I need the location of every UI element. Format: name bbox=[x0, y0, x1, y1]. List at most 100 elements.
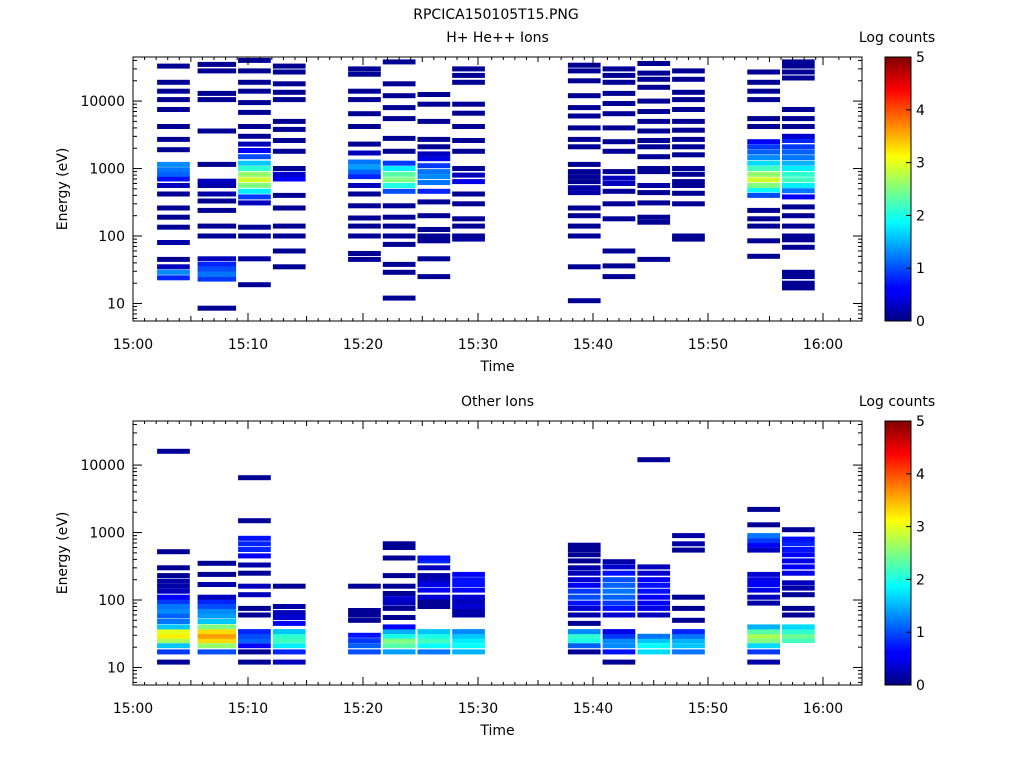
heatmap-cell bbox=[782, 223, 815, 229]
heatmap-cell bbox=[672, 617, 705, 623]
heatmap-cell bbox=[452, 587, 485, 593]
heatmap-cell bbox=[452, 138, 485, 143]
heatmap-cell bbox=[782, 580, 815, 586]
heatmap-cell bbox=[348, 643, 381, 649]
heatmap-cell bbox=[672, 179, 705, 185]
heatmap-cell bbox=[782, 536, 815, 542]
heatmap-cell bbox=[417, 144, 451, 150]
heatmap-cell bbox=[417, 638, 451, 644]
heatmap-cell bbox=[238, 183, 271, 188]
heatmap-cell bbox=[417, 565, 451, 571]
x-tick-label: 15:40 bbox=[573, 337, 613, 353]
heatmap-cell bbox=[747, 522, 780, 528]
heatmap-cell bbox=[157, 565, 190, 571]
heatmap-cell bbox=[602, 564, 636, 570]
heatmap-cell bbox=[238, 583, 271, 589]
heatmap-cell bbox=[747, 192, 780, 198]
heatmap-cell bbox=[747, 97, 780, 103]
heatmap-cell bbox=[197, 233, 237, 239]
heatmap-cell bbox=[637, 649, 671, 655]
heatmap-cell bbox=[672, 541, 705, 547]
heatmap-cell bbox=[567, 179, 601, 185]
colorbar-label: Log counts bbox=[859, 394, 935, 410]
heatmap-cell bbox=[157, 240, 190, 245]
heatmap-cell bbox=[602, 643, 636, 649]
heatmap-cell bbox=[567, 565, 601, 571]
heatmap-cell bbox=[452, 236, 485, 242]
heatmap-cell bbox=[197, 266, 237, 272]
heatmap-cell bbox=[238, 224, 271, 230]
heatmap-cell bbox=[382, 583, 416, 589]
heatmap-cell bbox=[417, 274, 451, 280]
heatmap-cell bbox=[157, 79, 190, 85]
heatmap-cell bbox=[747, 155, 780, 161]
y-tick-label: 1000 bbox=[89, 526, 125, 542]
heatmap-cell bbox=[782, 116, 815, 122]
heatmap-cell bbox=[567, 558, 601, 564]
heatmap-cell bbox=[272, 176, 306, 182]
heatmap-cell bbox=[382, 81, 416, 87]
heatmap-cell bbox=[672, 638, 705, 644]
colorbar-tick-label: 5 bbox=[916, 414, 925, 430]
figure-title: RPCICA150105T15.PNG bbox=[413, 7, 578, 23]
heatmap-cell bbox=[417, 163, 451, 169]
heatmap-cell bbox=[417, 92, 451, 97]
y-tick-label: 10000 bbox=[80, 458, 125, 474]
heatmap-cell bbox=[747, 649, 780, 655]
heatmap-cell bbox=[272, 610, 306, 616]
heatmap-cell bbox=[637, 256, 671, 262]
heatmap-cell bbox=[197, 271, 237, 277]
heatmap-cell bbox=[452, 101, 485, 107]
heatmap-cell bbox=[602, 594, 636, 600]
colorbar-tick-label: 2 bbox=[916, 572, 925, 588]
heatmap-cell bbox=[747, 542, 780, 548]
heatmap-cell bbox=[452, 612, 485, 618]
heatmap-cell bbox=[197, 608, 237, 614]
heatmap-cell bbox=[238, 256, 271, 262]
heatmap-cell bbox=[238, 177, 271, 183]
heatmap-cell bbox=[157, 549, 190, 555]
heatmap-cell bbox=[782, 285, 815, 291]
heatmap-cell bbox=[197, 61, 237, 67]
heatmap-cell bbox=[197, 560, 237, 566]
heatmap-cell bbox=[747, 238, 780, 244]
colorbar-tick-label: 0 bbox=[916, 314, 925, 330]
heatmap-cell bbox=[747, 116, 780, 122]
heatmap-cell bbox=[637, 118, 671, 124]
heatmap-cell bbox=[348, 111, 381, 117]
heatmap-cell bbox=[157, 619, 190, 624]
heatmap-cell bbox=[197, 594, 237, 600]
heatmap-cell bbox=[417, 213, 451, 219]
heatmap-cell bbox=[782, 233, 815, 239]
heatmap-cell bbox=[417, 599, 451, 604]
panel-other-ions: Other Ions Time Energy (eV) 15:00 15:10 15:20… bbox=[55, 394, 935, 739]
heatmap-cell bbox=[782, 552, 815, 558]
heatmap-cell bbox=[782, 244, 815, 250]
heatmap-cell bbox=[782, 237, 815, 243]
heatmap-cell bbox=[602, 559, 636, 565]
heatmap-cell bbox=[348, 150, 381, 156]
heatmap-cell bbox=[567, 136, 601, 142]
heatmap-cell bbox=[157, 633, 190, 639]
heatmap-cell bbox=[272, 223, 306, 229]
heatmap-cell bbox=[637, 219, 671, 225]
x-axis-label: Time bbox=[479, 723, 514, 739]
heatmap-cell bbox=[382, 600, 416, 606]
heatmap-cell bbox=[382, 183, 416, 188]
heatmap-cell bbox=[637, 84, 671, 90]
heatmap-cell bbox=[637, 128, 671, 134]
heatmap-cell bbox=[197, 276, 237, 282]
heatmap-cell bbox=[348, 223, 381, 229]
heatmap-cell bbox=[197, 183, 237, 188]
heatmap-cell bbox=[782, 269, 815, 275]
heatmap-cell bbox=[782, 541, 815, 547]
panel-title: Other Ions bbox=[461, 394, 534, 410]
heatmap-cell bbox=[417, 256, 451, 262]
heatmap-cell bbox=[417, 169, 451, 175]
heatmap-cell bbox=[348, 617, 381, 623]
heatmap-cell bbox=[602, 263, 636, 269]
heatmap-cell bbox=[567, 113, 601, 119]
heatmap-cell bbox=[272, 97, 306, 103]
x-tick-label: 16:00 bbox=[803, 701, 843, 717]
